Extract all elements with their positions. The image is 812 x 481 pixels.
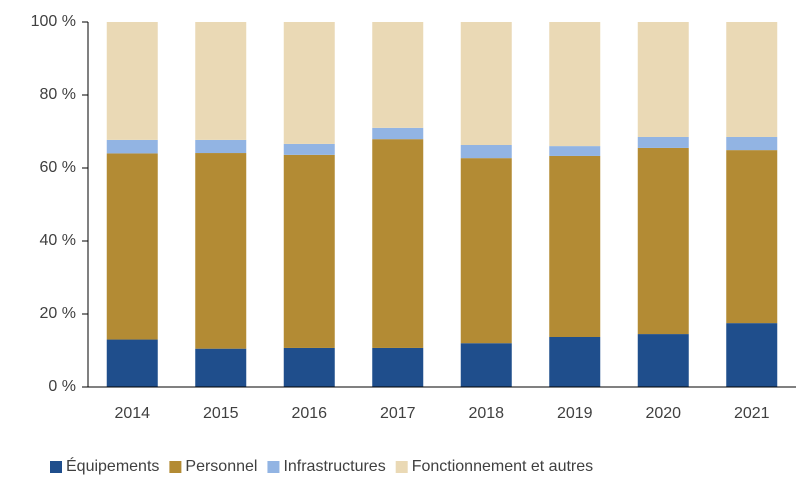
bar-segment xyxy=(637,334,689,387)
bar-segment xyxy=(372,139,424,348)
legend-swatch xyxy=(395,461,408,473)
bar-segment xyxy=(460,145,512,159)
x-tick-label: 2020 xyxy=(645,405,681,422)
y-tick-label: 100 % xyxy=(31,13,76,30)
bar-segment xyxy=(283,154,335,348)
bar-segment xyxy=(195,153,247,349)
legend-label: Infrastructures xyxy=(283,458,385,475)
bar-segment xyxy=(726,323,778,387)
bar-segment xyxy=(372,347,424,387)
y-tick-label: 80 % xyxy=(40,86,76,103)
y-tick-label: 40 % xyxy=(40,232,76,249)
bar-segment xyxy=(549,336,601,387)
bar-segment xyxy=(637,22,689,137)
bar-segment xyxy=(726,22,778,137)
bar-segment xyxy=(372,22,424,128)
y-tick-label: 20 % xyxy=(40,305,76,322)
legend-swatch xyxy=(169,461,182,473)
legend-label: Fonctionnement et autres xyxy=(412,458,593,475)
bar-segment xyxy=(106,22,158,140)
legend-swatch xyxy=(50,461,62,473)
bar-segment xyxy=(726,150,778,324)
y-tick-label: 60 % xyxy=(40,159,76,176)
bar-segment xyxy=(106,153,158,340)
bar-segment xyxy=(372,127,424,140)
bar-segment xyxy=(637,147,689,335)
y-tick-label: 0 % xyxy=(48,378,76,395)
x-tick-label: 2015 xyxy=(203,405,239,422)
bar-segment xyxy=(283,22,335,144)
bar-segment xyxy=(195,22,247,140)
legend-label: Équipements xyxy=(66,456,159,475)
bar-segment xyxy=(460,22,512,146)
bar-segment xyxy=(283,143,335,155)
bar-segment xyxy=(726,136,778,151)
bar-segment xyxy=(460,343,512,387)
bar-segment xyxy=(195,139,247,154)
x-tick-label: 2014 xyxy=(114,405,150,422)
bar-segment xyxy=(549,22,601,147)
bar-segment xyxy=(106,339,158,387)
x-tick-label: 2021 xyxy=(734,405,770,422)
bar-segment xyxy=(106,139,158,154)
bar-segment xyxy=(549,155,601,337)
bar-segment xyxy=(460,158,512,344)
x-tick-label: 2018 xyxy=(468,405,504,422)
bar-segment xyxy=(637,136,689,148)
x-tick-label: 2019 xyxy=(557,405,593,422)
x-tick-label: 2016 xyxy=(291,405,327,422)
legend-label: Personnel xyxy=(185,458,257,475)
legend-swatch xyxy=(267,461,280,473)
bar-segment xyxy=(195,348,247,387)
bar-segment xyxy=(283,347,335,387)
x-tick-label: 2017 xyxy=(380,405,416,422)
bar-segment xyxy=(549,146,601,156)
